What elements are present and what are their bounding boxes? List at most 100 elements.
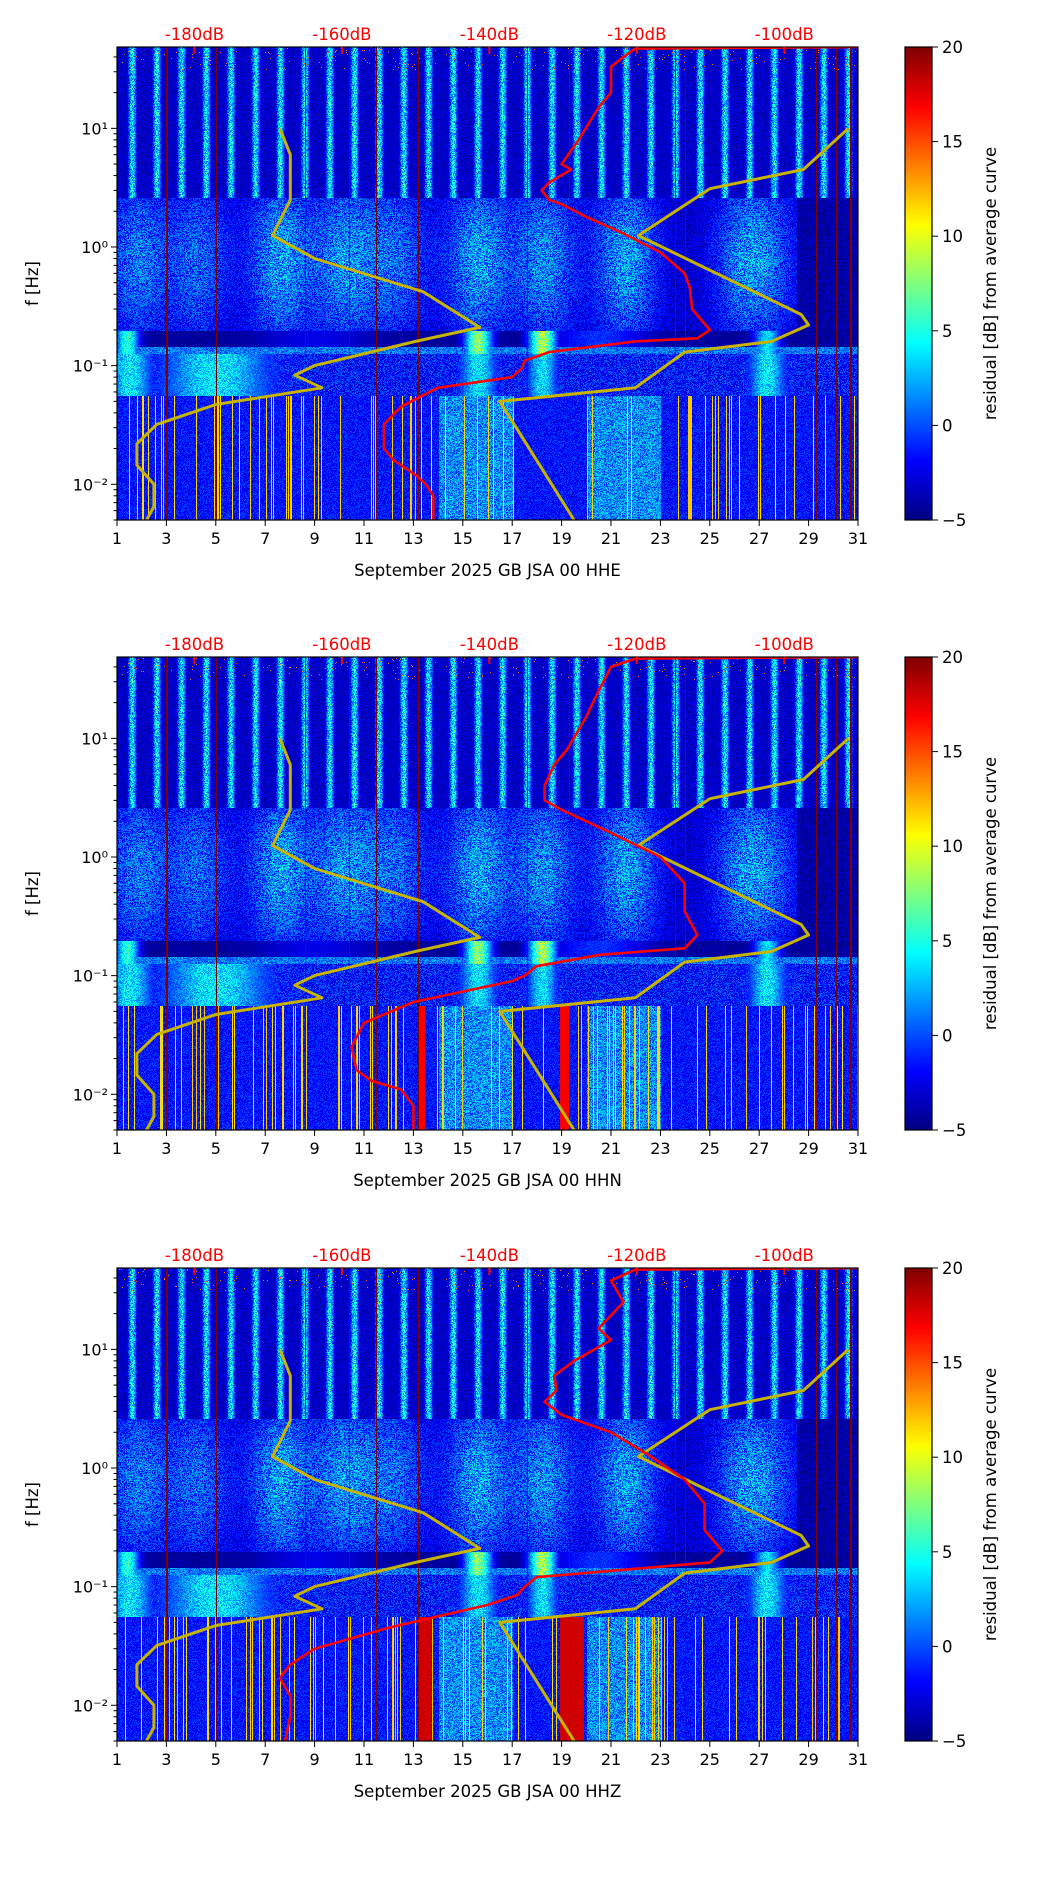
top-db-tick-label: -120dB [607,635,666,654]
low-noise-model-curve [135,1348,482,1741]
y-tick-label: 10⁻¹ [73,1578,108,1597]
x-tick-label: 11 [354,529,374,548]
x-tick-label: 21 [601,529,621,548]
colorbar [905,1268,932,1741]
average-psd-curve [278,1268,858,1741]
x-tick-label: 7 [260,1750,270,1769]
colorbar-tick-label: 10 [942,227,963,246]
colorbar-tick-label: 0 [942,1026,953,1045]
x-tick-label: 11 [354,1139,374,1158]
top-db-tick-label: -160dB [312,1246,371,1265]
x-tick-label: 13 [403,1750,423,1769]
colorbar-tick-label: 0 [942,1637,953,1656]
colorbar-tick-label: −5 [942,511,966,530]
colorbar-tick-label: 15 [942,743,963,762]
x-tick-label: 25 [700,1139,720,1158]
colorbar [905,47,932,520]
top-db-tick-label: -180dB [165,635,224,654]
spectrogram-panel-hhz: 1 3 5 7 9 11 13 15 17 19 21 23 25 27 29 31 September 202… [0,1246,1052,1878]
colorbar-tick-label: 15 [942,133,963,152]
x-tick-label: 23 [650,1139,670,1158]
top-db-tick-label: -100dB [755,25,814,44]
y-tick-label: 10¹ [81,1340,108,1359]
colorbar-frame [904,46,933,521]
top-db-tick-label: -120dB [607,25,666,44]
average-psd-curve [350,657,858,1130]
x-tick-label: 25 [700,1750,720,1769]
x-tick-label: 3 [161,1750,171,1769]
top-db-tick-label: -100dB [755,1246,814,1265]
x-tick-label: 21 [601,1750,621,1769]
x-axis-label: September 2025 GB JSA 00 HHE [354,561,621,580]
x-tick-label: 5 [211,1139,221,1158]
y-tick-label: 10⁻² [73,475,108,494]
y-tick-label: 10¹ [81,729,108,748]
colorbar-tick-label: −5 [942,1121,966,1140]
x-tick-label: 27 [749,1139,769,1158]
colorbar-tick-label: 0 [942,416,953,435]
x-tick-label: 13 [403,1139,423,1158]
x-tick-label: 1 [112,1750,122,1769]
x-tick-label: 3 [161,529,171,548]
top-db-tick-label: -180dB [165,1246,224,1265]
x-tick-label: 21 [601,1139,621,1158]
top-db-tick-label: -160dB [312,25,371,44]
x-tick-label: 9 [310,1139,320,1158]
plot-frame [116,656,859,1131]
x-tick-label: 17 [502,1139,522,1158]
top-db-tick-label: -140dB [460,25,519,44]
x-tick-label: 31 [848,1750,868,1769]
x-tick-label: 31 [848,1139,868,1158]
low-noise-model-curve [135,127,482,520]
x-tick-label: 29 [798,1750,818,1769]
colorbar-label: residual [dB] from average curve [981,757,1000,1030]
y-tick-label: 10⁻¹ [73,967,108,986]
x-tick-label: 1 [112,1139,122,1158]
top-db-tick-label: -120dB [607,1246,666,1265]
x-tick-label: 7 [260,529,270,548]
high-noise-model-curve [498,127,850,520]
x-tick-label: 19 [551,529,571,548]
x-tick-label: 17 [502,1750,522,1769]
average-psd-curve [382,47,858,520]
spectrogram-panel-hhe: 1 3 5 7 9 11 13 15 17 19 21 23 25 27 29 31 September 202… [0,25,1052,657]
x-tick-label: 7 [260,1139,270,1158]
y-tick-label: 10⁻¹ [73,357,108,376]
x-tick-label: 1 [112,529,122,548]
colorbar [905,657,932,1130]
colorbar-tick-label: 15 [942,1354,963,1373]
x-tick-label: 19 [551,1139,571,1158]
colorbar-tick-label: 20 [942,38,963,57]
y-tick-label: 10⁰ [81,238,108,257]
x-tick-label: 31 [848,529,868,548]
x-tick-label: 3 [161,1139,171,1158]
y-axis-label: f [Hz] [23,871,42,916]
y-tick-label: 10⁰ [81,1459,108,1478]
x-tick-label: 15 [453,1139,473,1158]
x-tick-label: 11 [354,1750,374,1769]
x-tick-label: 27 [749,529,769,548]
x-tick-label: 29 [798,529,818,548]
colorbar-label: residual [dB] from average curve [981,1368,1000,1641]
x-tick-label: 17 [502,529,522,548]
x-tick-label: 9 [310,1750,320,1769]
y-tick-label: 10⁰ [81,848,108,867]
top-db-tick-label: -160dB [312,635,371,654]
x-tick-label: 19 [551,1750,571,1769]
colorbar-tick-label: −5 [942,1732,966,1751]
high-noise-model-curve [498,1348,850,1741]
x-tick-label: 5 [211,529,221,548]
top-db-tick-label: -100dB [755,635,814,654]
colorbar-tick-label: 20 [942,1259,963,1278]
x-axis-label: September 2025 GB JSA 00 HHN [353,1171,622,1190]
colorbar-tick-label: 10 [942,837,963,856]
x-tick-label: 23 [650,1750,670,1769]
x-tick-label: 13 [403,529,423,548]
low-noise-model-curve [135,737,482,1130]
x-tick-label: 5 [211,1750,221,1769]
top-db-tick-label: -180dB [165,25,224,44]
top-db-tick-label: -140dB [460,635,519,654]
